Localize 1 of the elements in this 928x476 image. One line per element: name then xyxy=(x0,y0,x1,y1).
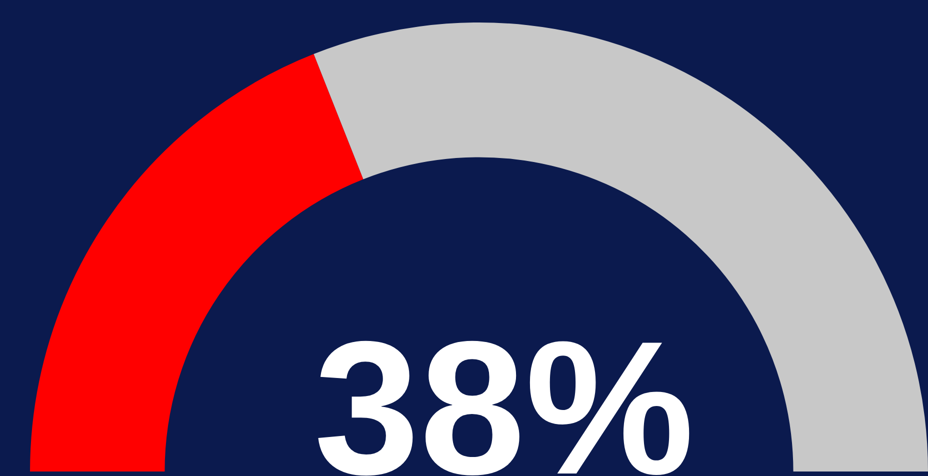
text: 38% xyxy=(314,302,694,476)
